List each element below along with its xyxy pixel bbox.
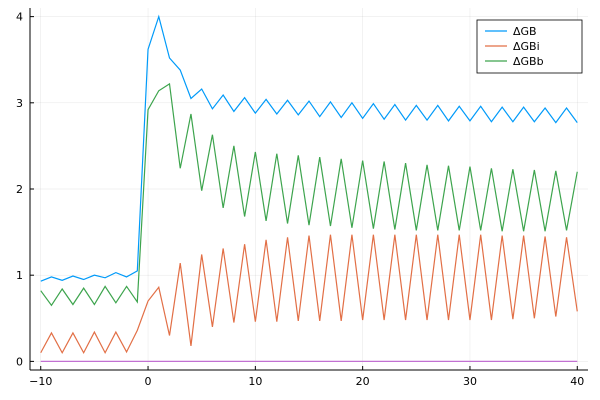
x-tick-label: 20 xyxy=(356,375,370,388)
series-line-1 xyxy=(40,234,578,355)
x-tick-label: 40 xyxy=(570,375,584,388)
legend-label: ΔGBb xyxy=(513,55,544,68)
series-lines xyxy=(40,14,578,362)
series-line-2 xyxy=(40,82,578,307)
x-tick-label: 10 xyxy=(248,375,262,388)
legend-label: ΔGB xyxy=(513,25,537,38)
tick-labels: −10 0 10 20 30 40 0 1 2 3 4 xyxy=(16,11,584,388)
y-tick-label: 3 xyxy=(16,97,23,110)
legend: ΔGB ΔGBi ΔGBb xyxy=(476,19,583,74)
y-tick-label: 2 xyxy=(16,183,23,196)
legend-label: ΔGBi xyxy=(513,40,540,53)
y-tick-label: 1 xyxy=(16,269,23,282)
axes xyxy=(29,8,588,371)
x-tick-label: 30 xyxy=(463,375,477,388)
y-tick-label: 4 xyxy=(16,11,23,24)
x-tick-label: −10 xyxy=(29,375,52,388)
y-tick-label: 0 xyxy=(16,355,23,368)
x-tick-label: 0 xyxy=(145,375,152,388)
series-line-0 xyxy=(40,14,578,282)
